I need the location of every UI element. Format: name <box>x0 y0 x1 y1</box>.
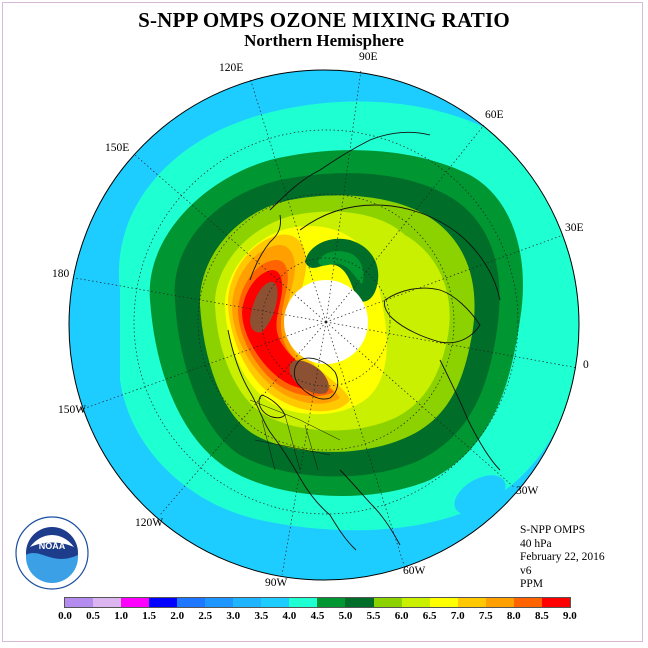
ozone-field <box>69 70 579 580</box>
colorbar-cell <box>261 598 290 607</box>
chart-title: S-NPP OMPS OZONE MIXING RATIO <box>138 8 510 32</box>
colorbar-tick-label: 3.0 <box>226 610 241 622</box>
colorbar-cell <box>149 598 178 607</box>
colorbar-tick-label: 8.0 <box>506 610 521 622</box>
field-8p5-9p0-a <box>250 281 278 333</box>
lon-label-60w: 60W <box>403 565 426 577</box>
coast-europe <box>383 287 481 344</box>
parallel-20n <box>133 129 519 515</box>
border-state-3 <box>304 424 319 471</box>
us-borders <box>249 399 341 471</box>
meridian-60w <box>325 321 405 566</box>
colorbar-tick-label: 3.5 <box>254 610 269 622</box>
colorbar-tick-label: 1.0 <box>114 610 128 622</box>
info-units: PPM <box>520 578 544 590</box>
border-state-2 <box>284 414 301 471</box>
colorbar-tick-label: 7.5 <box>478 610 493 622</box>
colorbar-tick-label: 5.5 <box>366 610 381 622</box>
coast-hudson <box>258 394 286 419</box>
lon-label-180: 180 <box>52 268 70 280</box>
colorbar-cell <box>289 598 318 607</box>
colorbar-tick-label: 9.0 <box>563 610 577 622</box>
info-date: February 22, 2016 <box>520 551 605 563</box>
colorbar-cell <box>541 598 570 607</box>
colorbar-cell <box>205 598 234 607</box>
coast-asia <box>299 204 501 301</box>
chart-subtitle: Northern Hemisphere <box>244 31 404 50</box>
graticule <box>74 69 579 576</box>
colorbar-tick-label: 6.0 <box>394 610 409 622</box>
colorbar-tick-label: 5.0 <box>338 610 353 622</box>
colorbar-cell <box>317 598 346 607</box>
colorbar-tick-label: 0.5 <box>86 610 100 622</box>
colorbar-cell <box>513 598 542 607</box>
colorbar-cell <box>345 598 374 607</box>
colorbar-cell <box>121 598 150 607</box>
coast-east-asia <box>269 131 431 211</box>
logo-wave <box>26 553 78 583</box>
colorbar-tick-label: 2.0 <box>170 610 185 622</box>
border-state-4 <box>254 439 331 456</box>
lon-label-120e: 120E <box>219 62 244 74</box>
coast-north-america <box>227 329 357 551</box>
meridian-180 <box>74 277 327 323</box>
parallel-60n <box>261 257 391 387</box>
meridian-90w <box>281 321 327 576</box>
coast-africa <box>439 359 501 471</box>
logo-bird <box>30 535 74 547</box>
colorbar-cell <box>457 598 486 607</box>
colorbar-tick-label: 4.0 <box>282 610 297 622</box>
info-block: S-NPP OMPS 40 hPa February 22, 2016 v6 P… <box>520 524 605 592</box>
colorbar-cell <box>401 598 430 607</box>
info-instrument: S-NPP OMPS <box>520 524 586 536</box>
lon-label-60e: 60E <box>485 109 504 121</box>
lon-label-150e: 150E <box>105 142 130 154</box>
colorbar-tick-label: 1.5 <box>142 610 157 622</box>
coast-alaska <box>249 214 281 281</box>
field-8p5-9p0-b <box>289 360 329 394</box>
field-low-patch <box>454 475 506 515</box>
coast-greenland <box>293 357 339 400</box>
border-us-canada <box>249 399 341 441</box>
colorbar-cell <box>233 598 262 607</box>
map-boundary <box>68 69 580 581</box>
colorbar-cell <box>65 598 94 607</box>
lon-label-30e: 30E <box>565 222 584 234</box>
info-version: v6 <box>520 564 532 577</box>
colorbar-tick-label: 8.5 <box>534 610 549 622</box>
colorbar-tick-label: 4.5 <box>310 610 325 622</box>
colorbar-cell <box>485 598 514 607</box>
logo-text: NOAA <box>39 541 66 551</box>
field-low-pocket-inner <box>318 251 364 284</box>
field-low-pocket <box>305 238 379 302</box>
parallel-40n <box>197 193 455 451</box>
colorbar-tick-label: 6.5 <box>422 610 437 622</box>
lon-label-90e: 90E <box>359 51 378 63</box>
noaa-logo: NOAA <box>15 516 89 590</box>
colorbar-tick-label: 2.5 <box>198 610 213 622</box>
colorbar <box>64 597 571 608</box>
colorbar-tick-label: 0.0 <box>58 610 72 622</box>
coastlines <box>227 131 501 551</box>
lon-label-120w: 120W <box>135 517 164 529</box>
colorbar-cell <box>373 598 402 607</box>
lon-label-30w: 30W <box>516 485 539 497</box>
meridian-120e <box>249 77 327 323</box>
colorbar-cell <box>93 598 122 607</box>
lon-label-0: 0 <box>583 359 589 371</box>
meridian-90e <box>325 69 362 323</box>
colorbar-cell <box>177 598 206 607</box>
meridian-0 <box>325 321 579 369</box>
colorbar-cell <box>429 598 458 607</box>
figure-frame <box>2 2 643 642</box>
coast-south-america <box>339 469 401 546</box>
meridian-120w <box>159 321 327 516</box>
lon-label-150w: 150W <box>58 404 87 416</box>
info-level: 40 hPa <box>520 537 552 550</box>
colorbar-tick-label: 7.0 <box>450 610 465 622</box>
border-state-1 <box>261 419 276 471</box>
lon-label-90w: 90W <box>265 577 288 589</box>
